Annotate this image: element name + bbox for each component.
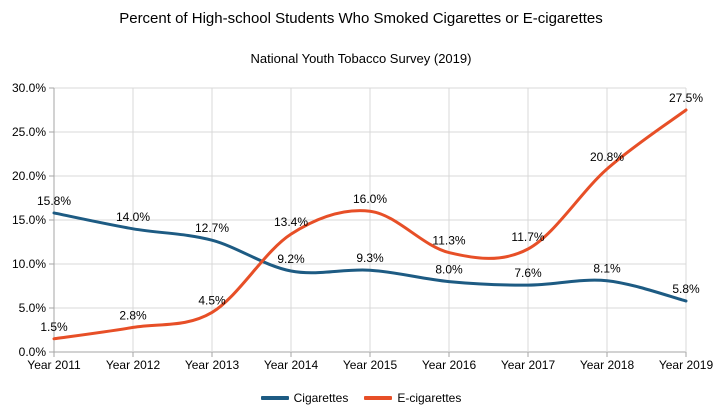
data-label-cigarettes: 12.7% [195,221,229,235]
data-label-e-cigarettes: 2.8% [119,308,147,322]
legend-label-cigarettes: Cigarettes [293,391,349,405]
data-label-e-cigarettes: 16.0% [353,192,387,206]
legend-label-e-cigarettes: E-cigarettes [397,391,462,405]
x-tick-label: Year 2019 [659,358,714,372]
data-label-e-cigarettes: 13.4% [274,215,308,229]
x-tick-label: Year 2013 [185,358,240,372]
data-label-e-cigarettes: 20.8% [590,150,624,164]
e-cigarettes-line-swatch [364,396,393,400]
y-tick-label: 30.0% [12,81,46,95]
y-tick-label: 25.0% [12,125,46,139]
data-label-e-cigarettes: 11.7% [511,230,544,244]
data-label-e-cigarettes: 27.5% [669,91,703,105]
data-label-cigarettes: 7.6% [514,266,542,280]
legend-item-cigarettes: Cigarettes [260,391,349,405]
chart-subtitle: National Youth Tobacco Survey (2019) [250,51,472,66]
data-label-cigarettes: 15.8% [37,194,71,208]
data-label-cigarettes: 8.0% [435,263,463,277]
x-tick-label: Year 2012 [106,358,161,372]
chart-title: Percent of High-school Students Who Smok… [119,10,603,27]
x-tick-label: Year 2011 [27,358,81,372]
cigarettes-line-swatch [260,396,289,400]
series-line-cigarettes [52,211,688,303]
data-label-cigarettes: 9.2% [277,252,305,266]
x-tick-label: Year 2016 [422,358,477,372]
data-label-cigarettes: 9.3% [356,251,384,265]
x-tick-label: Year 2014 [264,358,319,372]
x-tick-label: Year 2018 [580,358,635,372]
data-label-cigarettes: 14.0% [116,210,150,224]
data-label-e-cigarettes: 1.5% [40,320,68,334]
x-tick-label: Year 2015 [343,358,398,372]
y-tick-label: 15.0% [12,213,46,227]
legend: Cigarettes E-cigarettes [0,390,722,406]
data-label-cigarettes: 8.1% [593,262,621,276]
series-line-e-cigarettes [52,108,688,341]
x-tick-label: Year 2017 [501,358,556,372]
y-tick-label: 0.0% [19,345,47,359]
y-tick-label: 5.0% [19,301,47,315]
y-tick-label: 20.0% [12,169,46,183]
y-tick-label: 10.0% [12,257,46,271]
data-label-cigarettes: 5.8% [672,282,700,296]
data-label-e-cigarettes: 11.3% [432,234,465,248]
legend-item-e-cigarettes: E-cigarettes [364,391,461,405]
data-label-e-cigarettes: 4.5% [198,293,226,307]
